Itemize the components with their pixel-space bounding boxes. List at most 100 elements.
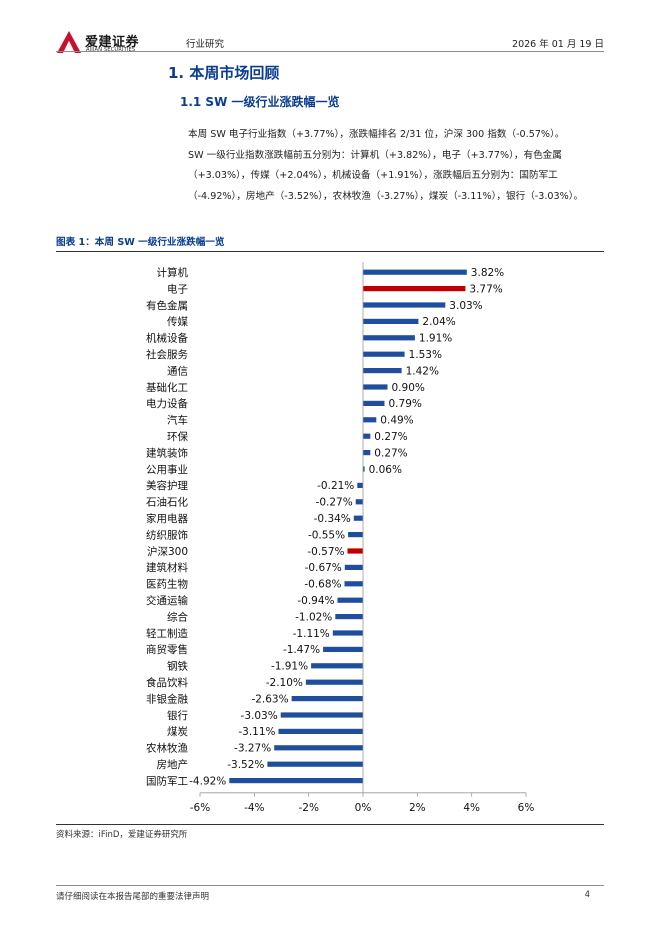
- value-label: -0.34%: [314, 513, 351, 525]
- category-label: 计算机: [157, 266, 189, 279]
- category-label: 农林牧渔: [146, 742, 188, 755]
- value-label: 0.49%: [380, 415, 413, 427]
- brand-name-cn: 爱建证券: [85, 35, 140, 50]
- category-label: 房地产: [157, 758, 189, 771]
- value-label: 3.82%: [471, 267, 504, 279]
- bar-美容护理: [357, 482, 363, 488]
- bar-商贸零售: [323, 646, 363, 652]
- bar-医药生物: [344, 581, 363, 587]
- category-label: 社会服务: [146, 348, 188, 361]
- footer-divider: [56, 885, 604, 886]
- category-label: 医药生物: [146, 578, 188, 591]
- value-label: -4.92%: [189, 775, 226, 787]
- value-label: 0.79%: [389, 398, 422, 410]
- body-text: 本周 SW 电子行业指数（+3.77%），涨跌幅排名 2/31 位，沪深 300…: [188, 125, 606, 207]
- bar-农林牧渔: [274, 745, 363, 751]
- category-label: 电力设备: [146, 397, 188, 410]
- bar-钢铁: [311, 663, 363, 669]
- category-label: 通信: [167, 365, 188, 377]
- category-label: 环保: [167, 430, 188, 443]
- category-label: 纺织服饰: [146, 528, 188, 541]
- industry-change-bar-chart: 计算机 3.82% 电子 3.77% 有色金属 3.03% 传媒 2.04% 机械设备 1.91%…: [146, 262, 535, 814]
- figure-title: 图表 1：本周 SW 一级行业涨跌幅一览: [56, 237, 225, 248]
- x-tick-label: 2%: [409, 802, 426, 814]
- category-label: 食品饮料: [146, 676, 188, 689]
- value-label: -0.27%: [316, 497, 353, 509]
- bar-纺织服饰: [348, 532, 363, 538]
- value-label: 3.77%: [469, 283, 502, 295]
- bar-有色金属: [363, 302, 446, 308]
- x-tick-label: 4%: [463, 802, 480, 814]
- category-label: 交通运输: [146, 594, 188, 607]
- value-label: -2.10%: [266, 677, 303, 689]
- category-label: 轻工制造: [146, 627, 188, 640]
- category-label: 建筑装饰: [146, 446, 188, 459]
- bar-综合: [335, 614, 363, 620]
- subsection-heading: 1.1 SW 一级行业涨跌幅一览: [180, 95, 340, 109]
- bar-食品饮料: [305, 679, 363, 685]
- value-label: 1.42%: [406, 365, 439, 377]
- value-label: 2.04%: [422, 316, 455, 328]
- value-label: 1.91%: [419, 333, 452, 345]
- value-label: -1.47%: [283, 644, 320, 656]
- bar-银行: [280, 712, 363, 718]
- brand-name-en: AIJIAN SECURITIES: [86, 47, 136, 53]
- value-label: 0.27%: [374, 431, 407, 443]
- category-label: 有色金属: [146, 299, 188, 312]
- category-label: 汽车: [167, 414, 188, 427]
- value-label: -3.27%: [234, 743, 271, 755]
- value-label: -2.63%: [251, 693, 288, 705]
- bar-社会服务: [363, 351, 405, 357]
- category-label: 家用电器: [146, 512, 188, 525]
- value-label: 3.03%: [449, 300, 482, 312]
- value-label: -1.02%: [295, 611, 332, 623]
- bar-交通运输: [337, 597, 363, 603]
- bar-国防军工: [229, 778, 363, 784]
- category-label: 综合: [167, 610, 188, 623]
- category-label: 建筑材料: [146, 561, 188, 574]
- section-heading: 1. 本周市场回顾: [168, 64, 280, 82]
- bar-传媒: [363, 318, 419, 324]
- bar-环保: [363, 433, 371, 439]
- footer-disclaimer: 请仔细阅读在本报告尾部的重要法律声明: [56, 892, 210, 902]
- category-label: 银行: [167, 709, 188, 722]
- bar-家用电器: [353, 515, 363, 521]
- x-tick-label: 6%: [518, 802, 535, 814]
- bar-计算机: [363, 269, 467, 275]
- bar-基础化工: [363, 384, 388, 390]
- category-label: 美容护理: [146, 479, 188, 492]
- value-label: 0.27%: [374, 447, 407, 459]
- bar-沪深300: [347, 548, 363, 554]
- value-label: -3.03%: [241, 710, 278, 722]
- category-label: 公用事业: [146, 463, 188, 476]
- bar-机械设备: [363, 335, 415, 341]
- value-label: 0.90%: [392, 382, 425, 394]
- value-label: -0.55%: [308, 529, 345, 541]
- x-tick-label: 0%: [355, 802, 372, 814]
- aijian-logo-icon: [57, 31, 81, 53]
- category-label: 煤炭: [167, 725, 188, 738]
- bar-电力设备: [363, 400, 385, 406]
- figure-bottom-rule: [56, 824, 604, 825]
- bar-建筑材料: [344, 564, 363, 570]
- category-label: 商贸零售: [146, 643, 188, 656]
- x-tick-label: -4%: [244, 802, 264, 814]
- value-label: -1.91%: [271, 661, 308, 673]
- value-label: 1.53%: [409, 349, 442, 361]
- header-divider: [56, 51, 604, 52]
- bar-通信: [363, 368, 402, 374]
- category-label: 石油石化: [146, 496, 188, 509]
- category-label: 电子: [167, 282, 188, 295]
- value-label: -0.67%: [305, 562, 342, 574]
- value-label: -0.57%: [307, 546, 344, 558]
- brand-logo: 爱建证券 AIJIAN SECURITIES: [56, 30, 166, 56]
- category-label: 非银金融: [146, 692, 188, 705]
- page-number: 4: [584, 890, 590, 900]
- category-label: 基础化工: [146, 381, 188, 394]
- category-label: 钢铁: [167, 660, 188, 673]
- value-label: -0.68%: [304, 579, 341, 591]
- x-tick-label: -6%: [190, 802, 210, 814]
- category-label: 沪深300: [147, 545, 188, 558]
- report-date: 2026 年 01 月 19 日: [512, 39, 604, 50]
- value-label: -3.11%: [238, 726, 275, 738]
